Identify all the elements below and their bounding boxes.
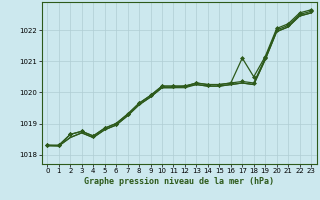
X-axis label: Graphe pression niveau de la mer (hPa): Graphe pression niveau de la mer (hPa) — [84, 177, 274, 186]
